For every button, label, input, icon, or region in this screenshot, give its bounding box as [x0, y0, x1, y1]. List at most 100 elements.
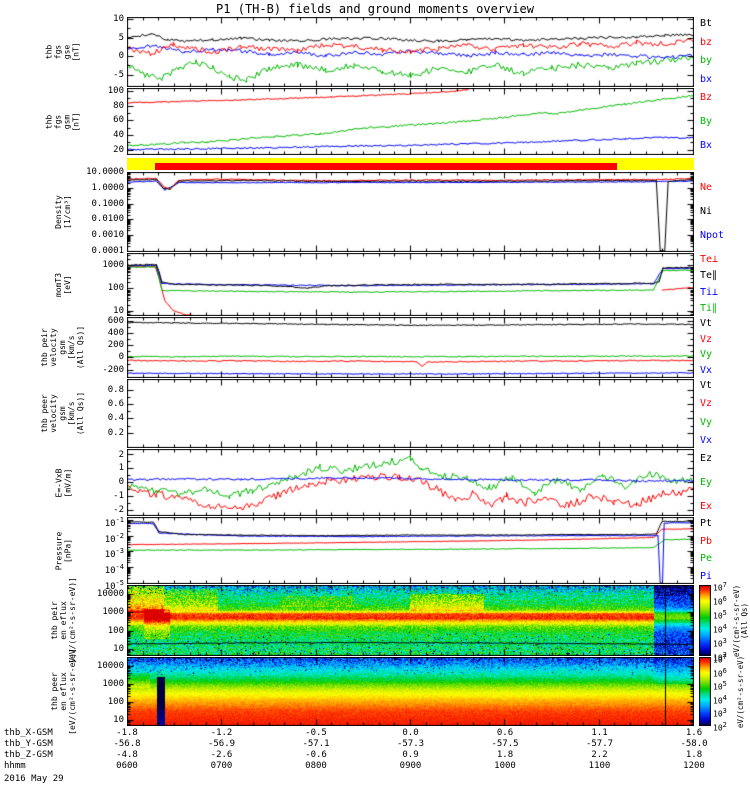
y-tick-label: 600	[107, 315, 124, 326]
colorbar	[699, 657, 711, 726]
legend-label-Te: Te⊥	[700, 254, 719, 265]
footer-tick-value: 1200	[683, 761, 705, 771]
y-tick-label: 1000	[102, 678, 124, 689]
y-tick-label: -200	[102, 364, 124, 375]
footer-tick-value: 1.8	[685, 750, 703, 760]
y-tick-label: 10-5	[104, 579, 124, 592]
footer-row-label: thb_Y-GSM	[4, 739, 53, 749]
colorbar-tick-label: 105	[713, 609, 727, 621]
y-tick-label: 10-2	[104, 531, 124, 545]
y-tick-label: 10	[113, 306, 124, 317]
colorbar-tick-label: 102	[713, 651, 727, 663]
flag-segment	[127, 158, 694, 163]
y-tick-label: 0.6	[107, 399, 124, 410]
colorbar	[699, 585, 711, 656]
footer-tick-value: 1000	[494, 761, 516, 771]
footer-tick-value: -57.7	[585, 739, 614, 749]
panel-efield	[127, 449, 694, 516]
y-tick-label: 10	[113, 644, 124, 655]
colorbar-tick-label: 102	[713, 721, 727, 733]
footer-tick-value: 1100	[588, 761, 611, 771]
y-tick-label: 100	[107, 696, 124, 707]
y-tick-label: 1000	[102, 260, 124, 271]
panel-temperature	[127, 253, 694, 316]
footer-row-label: thb_X-GSM	[4, 728, 53, 738]
y-tick-label: 5	[118, 32, 124, 43]
y-tick-label: 10000	[96, 660, 124, 671]
panel-fgs_gsm	[127, 88, 694, 155]
footer-tick-value: -2.6	[210, 750, 233, 760]
y-tick-label: 40	[113, 129, 124, 140]
y-tick-label: 10-1	[104, 515, 124, 529]
legend-label-Pe: Pe	[700, 553, 713, 565]
legend-label-Vy: Vy	[700, 349, 713, 361]
footer-tick-value: 0600	[116, 761, 138, 771]
y-tick-label: 10	[113, 714, 124, 725]
footer-tick-value: -57.1	[302, 739, 330, 749]
y-tick-label: 80	[113, 100, 124, 111]
flag-segment	[155, 163, 618, 170]
legend-label-Te: Te∥	[700, 270, 718, 282]
colorbar-unit-label: eV/(cm²-s-sr-eV) (All Qs)	[732, 584, 750, 657]
footer-tick-value: -57.5	[491, 739, 519, 749]
y-tick-label: 0.0100	[91, 214, 124, 225]
legend-label-Pb: Pb	[700, 535, 713, 547]
colorbar-tick-label: 106	[713, 595, 727, 607]
footer-tick-value: 0700	[210, 761, 233, 771]
y-tick-label: 100	[107, 283, 124, 294]
legend-label-Ni: Ni	[700, 206, 713, 217]
plot-title: P1 (TH-B) fields and ground moments over…	[216, 2, 534, 16]
y-tick-label: 1	[118, 463, 124, 474]
legend-label-Vy: Vy	[700, 416, 713, 428]
y-tick-label: -1	[113, 490, 124, 501]
y-tick-label: 100	[107, 625, 124, 636]
panel-peer_velocity	[127, 379, 694, 448]
panel-pressure	[127, 517, 694, 584]
y-tick-label: 1000	[102, 607, 124, 618]
y-tick-label: 0	[118, 477, 124, 487]
y-tick-label: 0.8	[107, 384, 124, 395]
y-tick-label: 0.0010	[91, 230, 124, 241]
footer-tick-value: -56.9	[207, 739, 236, 749]
y-tick-label: 0	[118, 51, 124, 62]
footer-tick-value: 0.9	[402, 750, 419, 760]
colorbar-unit-text: eV/(cm²-s-sr-eV) (All Qs)	[732, 584, 749, 657]
colorbar-tick-label: 106	[713, 666, 727, 679]
footer-tick-value: 1.6	[685, 728, 703, 738]
footer-tick-value: 2.2	[591, 750, 608, 760]
footer-tick-value: -0.6	[305, 750, 327, 760]
legend-label-Ey: Ey	[700, 476, 713, 488]
legend-label-Ez: Ez	[700, 452, 713, 464]
footer-tick-value: 0.6	[496, 728, 514, 738]
colorbar-tick-label: 103	[713, 637, 727, 649]
legend-label-Bz: Bz	[700, 91, 713, 103]
footer-tick-value: -56.8	[113, 739, 141, 749]
legend-label-Ti: Ti⊥	[700, 286, 719, 298]
footer-tick-value: 0.0	[402, 728, 419, 738]
legend-label-Bx: Bx	[700, 139, 713, 151]
legend-label-Ex: Ex	[700, 500, 713, 512]
footer-tick-value: -58.0	[680, 739, 708, 749]
y-tick-label: 10	[113, 13, 124, 24]
y-tick-label: 10-3	[104, 547, 124, 561]
footer-tick-value: 0800	[305, 761, 327, 771]
footer-row-label: thb_Z-GSM	[4, 750, 53, 760]
y-tick-label: 200	[107, 340, 124, 351]
y-tick-label: 20	[113, 144, 124, 155]
y-tick-label: 10-4	[104, 563, 124, 577]
footer-tick-value: -4.8	[116, 750, 138, 760]
y-tick-label: 0.2	[107, 427, 124, 438]
y-tick-label: 0.0001	[91, 246, 124, 256]
legend-label-bz: bz	[700, 36, 713, 48]
footer-row-label: hhmm	[4, 761, 26, 771]
flag-segment	[617, 163, 694, 170]
legend-label-Vt: Vt	[700, 318, 713, 329]
footer-tick-value: -0.5	[305, 728, 327, 738]
colorbar-tick-label: 103	[713, 707, 727, 720]
legend-label-Ne: Ne	[700, 182, 713, 193]
flag-segment	[127, 163, 156, 170]
panel-peer_en_eflux	[127, 657, 694, 726]
legend-label-Pi: Pi	[700, 571, 713, 582]
legend-label-Ti: Ti∥	[700, 303, 718, 314]
